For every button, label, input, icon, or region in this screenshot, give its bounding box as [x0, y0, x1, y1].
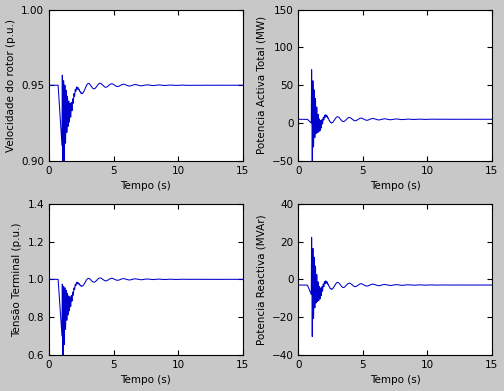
Y-axis label: Velocidade do rotor (p.u.): Velocidade do rotor (p.u.): [6, 19, 16, 152]
X-axis label: Tempo (s): Tempo (s): [120, 375, 171, 386]
Y-axis label: Potencia Activa Total (MW): Potencia Activa Total (MW): [256, 16, 266, 154]
X-axis label: Tempo (s): Tempo (s): [370, 375, 420, 386]
Y-axis label: Potencia Reactiva (MVAr): Potencia Reactiva (MVAr): [256, 214, 266, 344]
X-axis label: Tempo (s): Tempo (s): [120, 181, 171, 191]
Y-axis label: Tensão Terminal (p.u.): Tensão Terminal (p.u.): [12, 222, 22, 337]
X-axis label: Tempo (s): Tempo (s): [370, 181, 420, 191]
